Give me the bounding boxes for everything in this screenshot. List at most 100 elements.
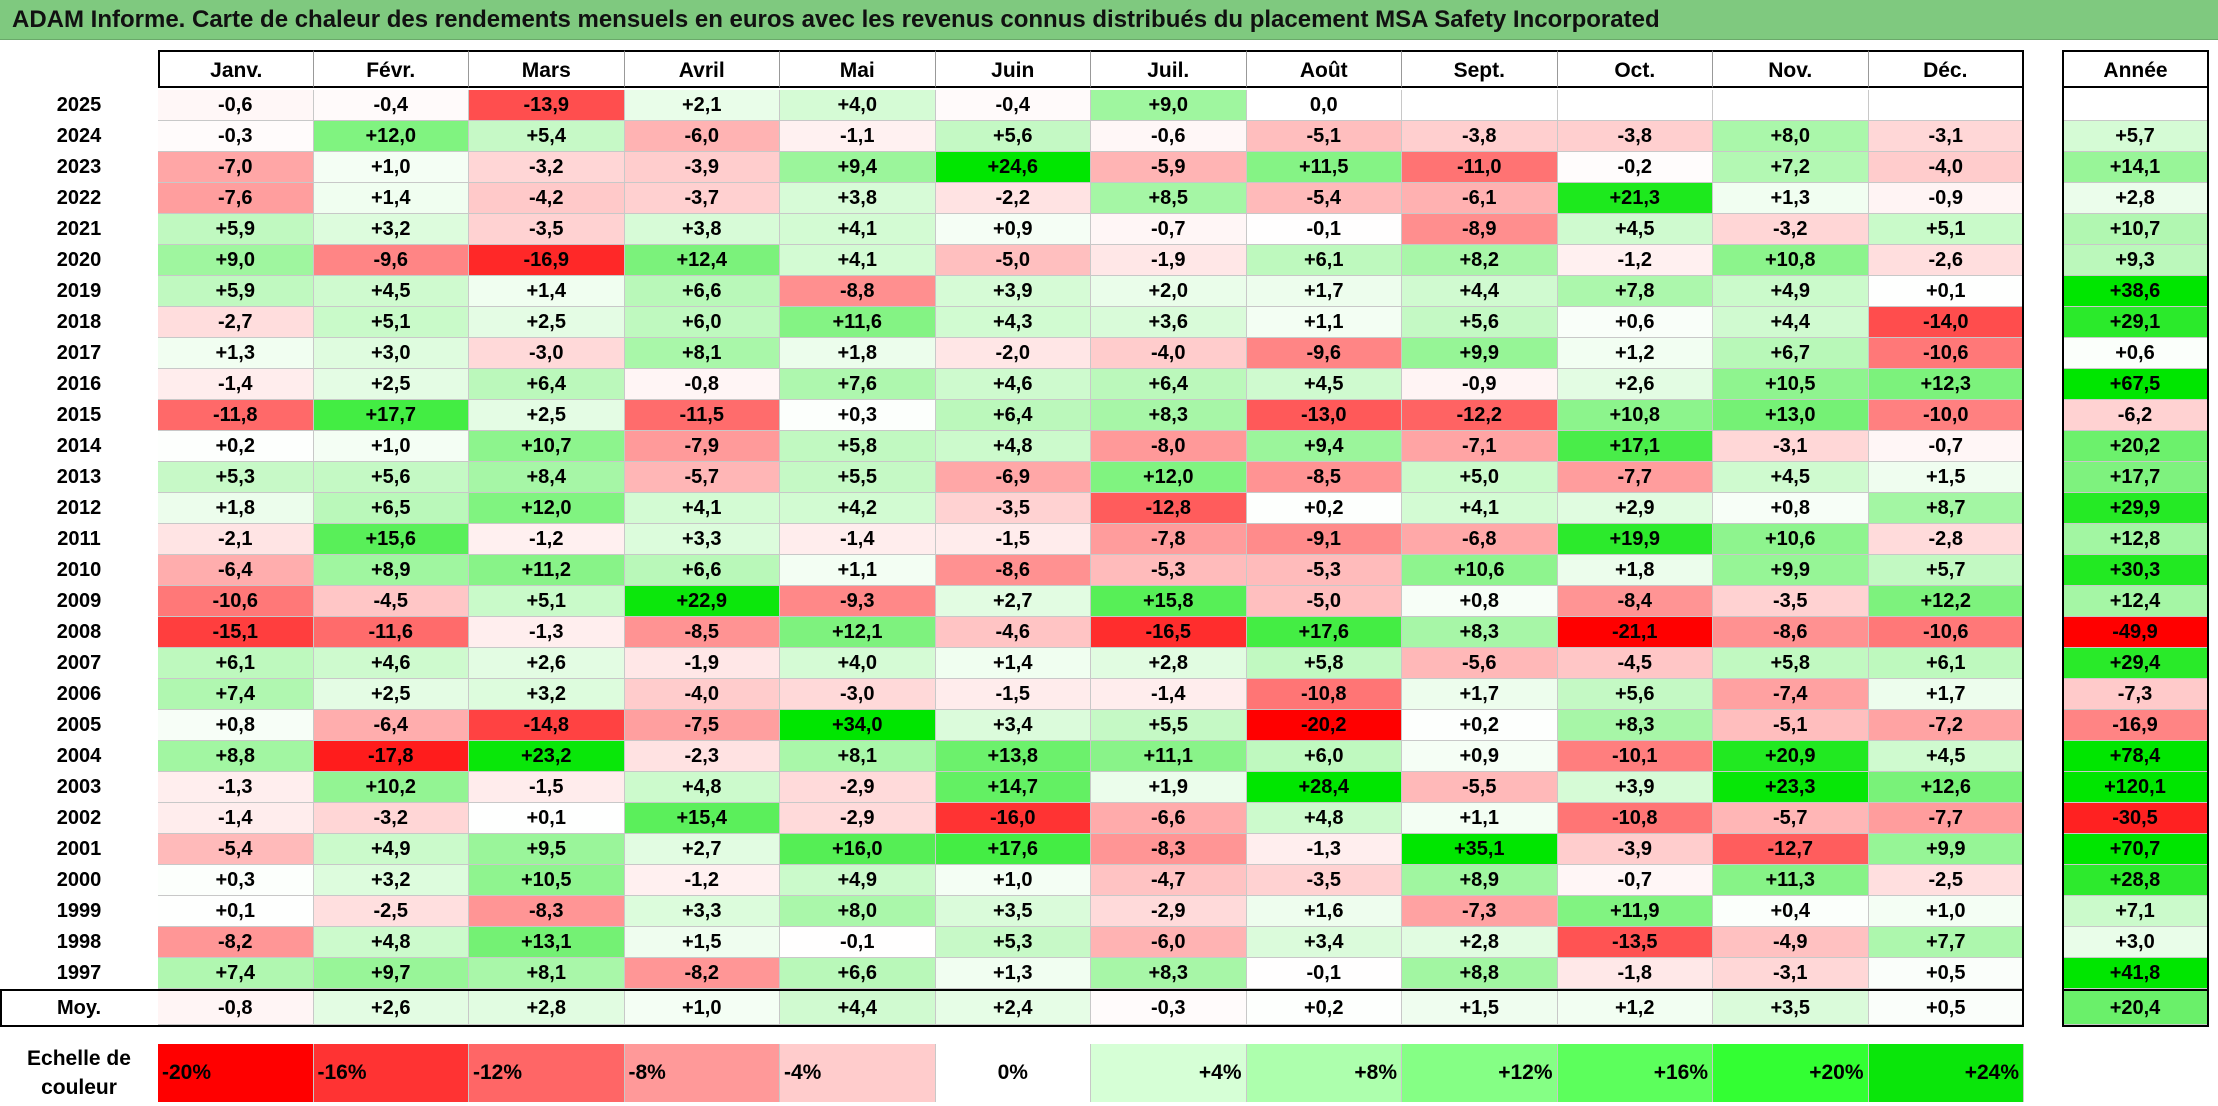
heatmap-cell: -4,5 (313, 586, 469, 617)
annual-cell: +28,8 (2062, 865, 2209, 896)
heatmap-cell: +1,0 (1868, 896, 2024, 927)
average-cell: -0,8 (158, 991, 314, 1025)
heatmap-cell: -1,1 (780, 121, 936, 152)
heatmap-cell: +5,8 (1713, 648, 1869, 679)
heatmap-cell: +4,8 (935, 431, 1091, 462)
heatmap-cell: -8,2 (158, 927, 314, 958)
heatmap-cell: +1,4 (469, 276, 625, 307)
heatmap-cell: +0,1 (1868, 276, 2024, 307)
heatmap-cell: -3,0 (469, 338, 625, 369)
heatmap-cell: -10,6 (1868, 617, 2024, 648)
heatmap-cell: -8,2 (624, 958, 780, 989)
average-cell: +3,5 (1713, 991, 1869, 1025)
heatmap-cell (1713, 90, 1869, 121)
heatmap-cell: +5,6 (935, 121, 1091, 152)
heatmap-cell: +10,6 (1713, 524, 1869, 555)
heatmap-cell: -3,8 (1557, 121, 1713, 152)
heatmap-cell: -5,4 (158, 834, 314, 865)
heatmap-cell: -2,5 (1868, 865, 2024, 896)
heatmap-cell: -1,9 (624, 648, 780, 679)
heatmap-cell: +6,7 (1713, 338, 1869, 369)
heatmap-cell: +5,1 (1868, 214, 2024, 245)
heatmap-cell: +3,8 (624, 214, 780, 245)
heatmap-cell: +7,4 (158, 958, 314, 989)
heatmap-cell: -3,5 (469, 214, 625, 245)
year-label: 2010 (56, 559, 102, 581)
heatmap-cell: +0,1 (158, 896, 314, 927)
heatmap-cell: -13,9 (469, 90, 625, 121)
heatmap-cell: +1,3 (935, 958, 1091, 989)
heatmap-cell (1402, 90, 1558, 121)
heatmap-cell: +0,8 (1713, 493, 1869, 524)
heatmap-cell: +0,2 (1402, 710, 1558, 741)
heatmap-cell: +8,8 (158, 741, 314, 772)
heatmap-cell: -2,5 (313, 896, 469, 927)
heatmap-cell: -1,3 (469, 617, 625, 648)
year-label: 2002 (56, 807, 102, 829)
heatmap-cell: +8,5 (1091, 183, 1247, 214)
year-label: 2015 (56, 404, 102, 426)
heatmap-cell: +23,2 (469, 741, 625, 772)
heatmap-cell: -0,9 (1402, 369, 1558, 400)
heatmap-cell: -14,8 (469, 710, 625, 741)
heatmap-cell: -8,9 (1402, 214, 1558, 245)
heatmap-cell: +5,5 (780, 462, 936, 493)
annual-cell: +17,7 (2062, 462, 2209, 493)
heatmap-cell: +5,0 (1402, 462, 1558, 493)
heatmap-cell: +0,2 (158, 431, 314, 462)
scale-step: 0% (935, 1044, 1091, 1102)
heatmap-cell: +4,1 (1402, 493, 1558, 524)
heatmap-cell: +9,4 (1246, 431, 1402, 462)
heatmap-cell: +5,1 (313, 307, 469, 338)
heatmap-cell: +1,5 (624, 927, 780, 958)
heatmap-cell: -4,2 (469, 183, 625, 214)
average-cell: +4,4 (780, 991, 936, 1025)
heatmap-cell: -1,5 (469, 772, 625, 803)
heatmap-cell: +1,7 (1246, 276, 1402, 307)
heatmap-cell: +3,2 (313, 214, 469, 245)
heatmap-cell: -8,8 (780, 276, 936, 307)
heatmap-cell: +12,2 (1868, 586, 2024, 617)
divider-line (2062, 50, 2064, 1027)
heatmap-cell: +13,0 (1713, 400, 1869, 431)
heatmap-cell: -6,8 (1402, 524, 1558, 555)
heatmap-cell: +6,4 (469, 369, 625, 400)
divider-line (0, 989, 2, 1027)
chart-title: ADAM Informe. Carte de chaleur des rende… (0, 0, 2218, 40)
heatmap-cell: +7,2 (1713, 152, 1869, 183)
heatmap-cell: +1,9 (1091, 772, 1247, 803)
heatmap-cell: +10,5 (1713, 369, 1869, 400)
annual-cell (2062, 90, 2209, 121)
heatmap-cell: -8,3 (469, 896, 625, 927)
heatmap-cell: +15,8 (1091, 586, 1247, 617)
heatmap-cell: +8,3 (1091, 958, 1247, 989)
year-label: 2011 (57, 528, 101, 550)
heatmap-cell: +9,9 (1868, 834, 2024, 865)
average-cell: +1,5 (1402, 991, 1558, 1025)
heatmap-cell: -3,9 (624, 152, 780, 183)
heatmap-cell: -1,5 (935, 679, 1091, 710)
annual-cell: +12,4 (2062, 586, 2209, 617)
heatmap-cell: +5,9 (158, 276, 314, 307)
divider-line (0, 1025, 2024, 1027)
heatmap-cell: +12,1 (780, 617, 936, 648)
heatmap-cell: +15,4 (624, 803, 780, 834)
heatmap-cell: -3,1 (1713, 431, 1869, 462)
year-label: 2009 (56, 590, 102, 612)
heatmap-cell: +9,9 (1713, 555, 1869, 586)
heatmap-cell: -6,1 (1402, 183, 1558, 214)
heatmap-cell: +5,9 (158, 214, 314, 245)
heatmap-cell: +4,5 (313, 276, 469, 307)
heatmap-cell: +1,4 (935, 648, 1091, 679)
heatmap-cell: +4,8 (624, 772, 780, 803)
heatmap-cell: -5,9 (1091, 152, 1247, 183)
heatmap-cell: +14,7 (935, 772, 1091, 803)
heatmap-cell: -4,9 (1713, 927, 1869, 958)
heatmap-cell: +10,2 (313, 772, 469, 803)
heatmap-cell: +15,6 (313, 524, 469, 555)
heatmap-cell: +11,6 (780, 307, 936, 338)
scale-step: -8% (624, 1044, 780, 1102)
heatmap-cell: -3,1 (1868, 121, 2024, 152)
heatmap-cell: +6,1 (1246, 245, 1402, 276)
scale-step: +24% (1868, 1044, 2024, 1102)
